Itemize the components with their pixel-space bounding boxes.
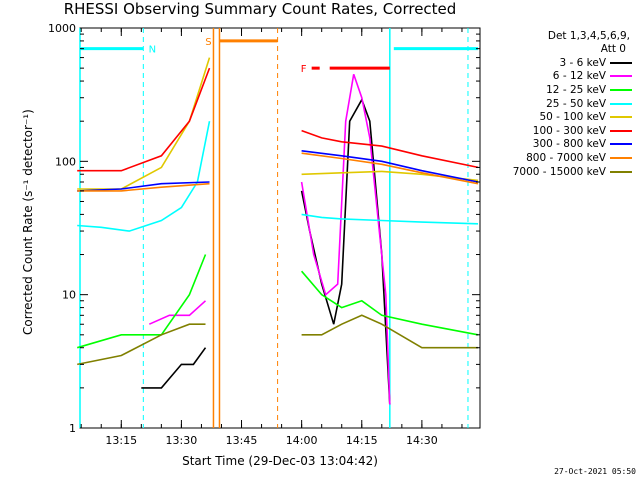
y-tick-label: 100 (55, 155, 76, 168)
legend-item: 300 - 800 keV (484, 138, 636, 152)
series-line (141, 347, 207, 389)
legend-item-label: 12 - 25 keV (546, 83, 606, 96)
legend-item: 50 - 100 keV (484, 110, 636, 124)
legend-item-label: 300 - 800 keV (532, 138, 606, 151)
y-tick-label: 10 (62, 289, 76, 302)
series-line (77, 182, 210, 192)
series-line (301, 314, 478, 349)
night-marker-label: N (149, 45, 156, 56)
series-layer (76, 57, 479, 405)
legend-item-label: 6 - 12 keV (552, 70, 606, 83)
legend-header-line1: Det 1,3,4,5,6,9, (547, 30, 630, 42)
legend-swatch (610, 129, 632, 132)
legend-rows: 3 - 6 keV 6 - 12 keV 12 - 25 keV 25 - 50 ke… (484, 56, 636, 178)
legend-item-label: 50 - 100 keV (539, 111, 606, 124)
legend-item-label: 100 - 300 keV (532, 124, 606, 137)
x-tick-label: 13:45 (226, 434, 258, 447)
y-tick-label: 1 (69, 422, 76, 435)
x-tick-label: 14:15 (346, 434, 378, 447)
legend-swatch (610, 88, 632, 91)
legend-swatch (610, 102, 632, 105)
x-axis-title: Start Time (29-Dec-03 13:04:42) (182, 454, 378, 468)
legend-item: 100 - 300 keV (484, 124, 636, 138)
x-tick-label: 13:15 (105, 434, 137, 447)
flare-marker-label: F (301, 64, 307, 75)
footer-date: 27-Oct-2021 05:50 (554, 467, 636, 476)
y-axis-title: Corrected Count Rate (s⁻¹ detector⁻¹) (21, 109, 35, 335)
legend-item-label: 3 - 6 keV (559, 56, 606, 69)
legend-item: 25 - 50 keV (484, 97, 636, 111)
series-line (301, 129, 479, 169)
markers-layer: N S F (79, 28, 478, 428)
series-line (300, 270, 479, 336)
series-line (300, 73, 391, 405)
x-tick-label: 14:30 (406, 434, 438, 447)
series-line (148, 300, 207, 325)
legend-swatch (610, 170, 632, 173)
legend-swatch (610, 116, 632, 119)
y-tick-label: 1000 (48, 22, 76, 35)
x-tick-label: 14:00 (286, 434, 318, 447)
legend-item-label: 800 - 7000 keV (526, 151, 606, 164)
legend-item-label: 25 - 50 keV (546, 97, 606, 110)
saa-marker-label: S (205, 37, 211, 48)
legend-swatch (610, 75, 632, 78)
legend-item: 800 - 7000 keV (484, 151, 636, 165)
series-line (77, 181, 210, 192)
axis-layer: 1 10 100 1000 13:15 13:30 13:45 14:00 14:15 14:30 (48, 22, 480, 447)
legend-swatch (610, 143, 632, 146)
chart-title: RHESSI Observing Summary Count Rates, Co… (63, 0, 457, 18)
legend-item: 3 - 6 keV (484, 56, 636, 70)
legend-item-label: 7000 - 15000 keV (512, 165, 606, 178)
series-line (301, 213, 479, 225)
legend-header-line2: Att 0 (600, 43, 626, 55)
series-line (76, 254, 207, 349)
series-line (77, 67, 211, 172)
legend-item: 12 - 25 keV (484, 83, 636, 97)
legend: Det 1,3,4,5,6,9, Att 0 3 - 6 keV 6 - 12 k… (484, 30, 636, 178)
series-line (77, 323, 206, 366)
legend-swatch (610, 156, 632, 159)
series-line (300, 97, 391, 405)
series-line (301, 150, 479, 183)
legend-item: 7000 - 15000 keV (484, 165, 636, 179)
x-tick-label: 13:30 (166, 434, 198, 447)
legend-swatch (610, 61, 632, 64)
series-line (301, 152, 479, 185)
legend-item: 6 - 12 keV (484, 70, 636, 84)
